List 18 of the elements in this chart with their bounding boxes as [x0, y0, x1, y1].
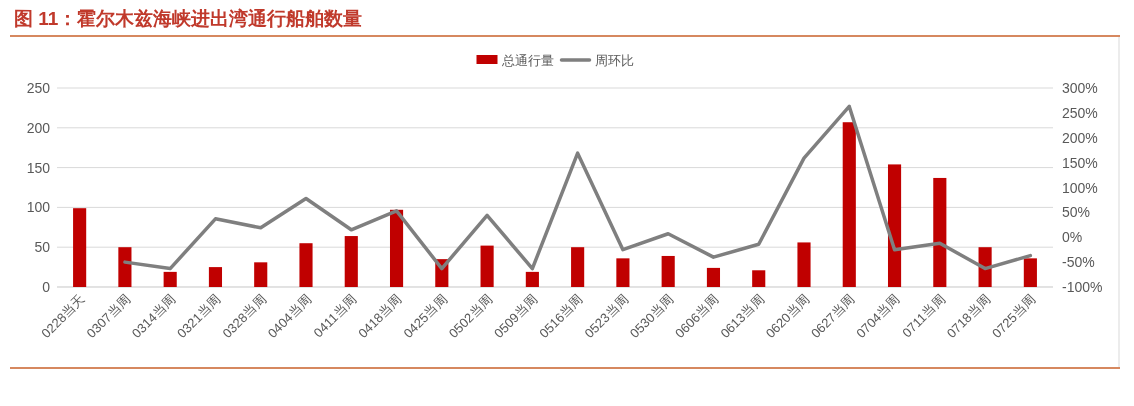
y2-tick: 200% — [1062, 129, 1098, 146]
y-tick: 250 — [26, 80, 50, 96]
y2-tick: 100% — [1062, 179, 1098, 196]
y-tick: 150 — [26, 159, 50, 176]
legend-label: 周环比 — [594, 53, 634, 68]
y-tick: 200 — [26, 119, 50, 136]
y2-tick: -50% — [1062, 254, 1095, 271]
y2-tick: -100% — [1062, 279, 1103, 295]
y2-tick: 300% — [1062, 80, 1098, 96]
y2-tick: 0% — [1062, 229, 1083, 246]
y-tick: 100 — [26, 199, 50, 216]
y2-tick: 250% — [1062, 104, 1098, 121]
y2-tick: 50% — [1062, 204, 1091, 221]
title: 图 11：霍尔木兹海峡进出湾通行船舶数量 — [14, 8, 363, 29]
legend-label: 总通行量 — [500, 53, 554, 68]
y2-tick: 150% — [1062, 154, 1098, 171]
y-tick: 0 — [42, 279, 50, 295]
y-tick: 50 — [34, 239, 50, 256]
